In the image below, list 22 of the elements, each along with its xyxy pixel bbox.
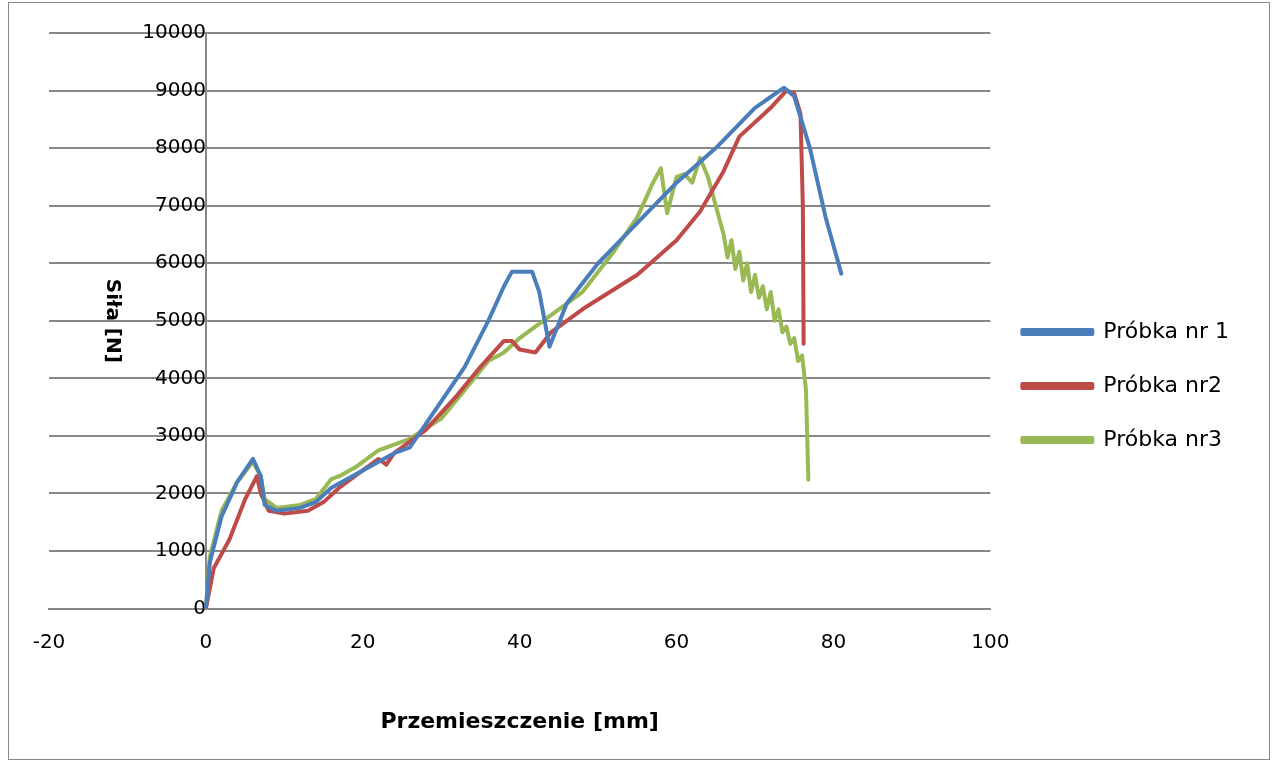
- x-tick-label: 100: [971, 628, 1010, 653]
- legend-label: Próbka nr2: [1103, 371, 1223, 397]
- y-tick-label: 7000: [154, 191, 206, 216]
- x-tick-label: 60: [663, 628, 690, 653]
- x-tick-label: 40: [506, 628, 533, 653]
- y-tick-label: 1000: [154, 537, 206, 562]
- y-tick-label: 10000: [142, 19, 206, 44]
- x-tick-label: 80: [820, 628, 847, 653]
- x-axis-title: Przemieszczenie [mm]: [380, 707, 659, 733]
- y-axis-title: Siła [N]: [102, 278, 127, 363]
- legend-label: Próbka nr 1: [1103, 317, 1230, 343]
- y-tick-label: 8000: [154, 134, 206, 159]
- y-tick-label: 2000: [154, 479, 206, 504]
- y-tick-label: 3000: [154, 422, 206, 447]
- y-tick-label: 5000: [154, 307, 206, 331]
- x-tick-label: -20: [32, 628, 66, 653]
- y-tick-label: 9000: [154, 76, 206, 101]
- y-tick-label: 0: [193, 594, 206, 619]
- y-tick-label: 4000: [154, 364, 206, 389]
- x-tick-label: 20: [350, 628, 376, 653]
- y-tick-label: 6000: [154, 249, 206, 274]
- legend-label: Próbka nr3: [1103, 425, 1223, 451]
